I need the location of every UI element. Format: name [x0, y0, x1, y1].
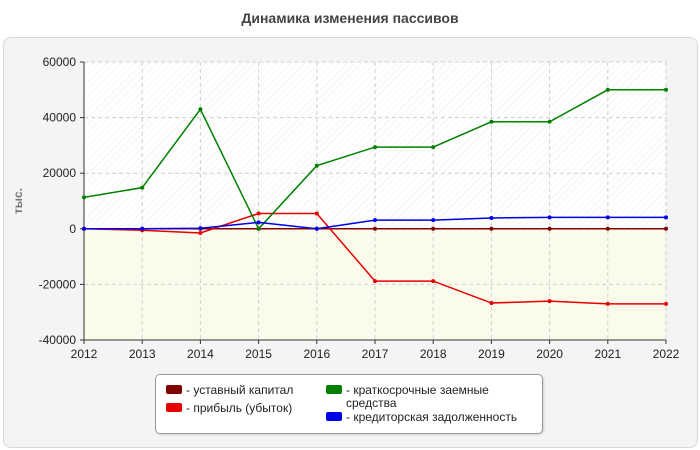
- y-tick-label: 40000: [43, 111, 77, 125]
- x-tick-label: 2016: [303, 347, 330, 361]
- x-tick-label: 2017: [362, 347, 389, 361]
- data-point-series-2: [198, 230, 203, 235]
- y-tick-label: 20000: [43, 166, 77, 180]
- x-tick-label: 2013: [129, 347, 156, 361]
- data-point-series-3: [314, 163, 319, 168]
- data-point-series-4: [140, 226, 145, 231]
- legend-swatch-series-2: [166, 403, 182, 412]
- legend-swatch-series-1: [166, 385, 182, 394]
- x-tick-label: 2022: [653, 347, 680, 361]
- y-tick-label: 60000: [43, 55, 77, 69]
- chart-legend: - уставный капитал - прибыль (убыток) - …: [155, 374, 543, 434]
- data-point-series-3: [373, 145, 377, 150]
- legend-swatch-series-4: [326, 412, 342, 421]
- data-point-series-3: [140, 185, 145, 190]
- data-point-series-4: [198, 226, 203, 231]
- data-point-series-1: [431, 226, 436, 231]
- legend-swatch-series-3: [326, 385, 342, 394]
- y-tick-label: -20000: [39, 277, 77, 291]
- x-tick-label: 2012: [71, 347, 98, 361]
- data-point-series-3: [664, 87, 668, 92]
- x-tick-label: 2019: [478, 347, 505, 361]
- x-tick-label: 2020: [536, 347, 563, 361]
- data-point-series-3: [547, 119, 552, 124]
- data-point-series-2: [256, 211, 261, 216]
- y-tick-label: 0: [69, 222, 76, 236]
- data-point-series-3: [489, 119, 494, 124]
- y-tick-label: -40000: [39, 333, 77, 347]
- data-point-series-4: [605, 215, 610, 220]
- legend-label-series-1: - уставный капитал: [186, 383, 294, 397]
- data-point-series-2: [489, 301, 494, 306]
- data-point-series-1: [547, 226, 552, 231]
- data-point-series-3: [605, 87, 610, 92]
- data-point-series-2: [373, 279, 377, 284]
- x-tick-label: 2014: [187, 347, 214, 361]
- data-point-series-3: [256, 226, 261, 231]
- data-point-series-4: [82, 226, 86, 231]
- data-point-series-4: [664, 215, 668, 220]
- legend-label-series-4: - кредиторская задолженность: [346, 410, 518, 424]
- data-point-series-4: [373, 218, 377, 223]
- legend-label-series-2: - прибыль (убыток): [186, 401, 293, 415]
- data-point-series-4: [547, 215, 552, 220]
- data-point-series-2: [605, 301, 610, 306]
- data-point-series-1: [489, 226, 494, 231]
- data-point-series-3: [82, 195, 86, 200]
- data-point-series-1: [664, 226, 668, 231]
- data-point-series-4: [256, 220, 261, 225]
- data-point-series-2: [547, 299, 552, 304]
- data-point-series-4: [489, 215, 494, 220]
- data-point-series-3: [198, 107, 203, 112]
- data-point-series-1: [373, 226, 377, 231]
- chart-title: Динамика изменения пассивов: [241, 10, 459, 26]
- x-tick-label: 2021: [594, 347, 621, 361]
- legend-label-series-3: - краткосрочные заемные средства: [346, 383, 489, 410]
- y-axis-label: тыс.: [11, 188, 25, 214]
- x-tick-label: 2018: [420, 347, 447, 361]
- x-tick-label: 2015: [245, 347, 272, 361]
- data-point-series-1: [605, 226, 610, 231]
- data-point-series-4: [431, 218, 436, 223]
- data-point-series-2: [314, 211, 319, 216]
- data-point-series-3: [431, 145, 436, 150]
- data-point-series-4: [314, 226, 319, 231]
- data-point-series-2: [664, 301, 668, 306]
- data-point-series-2: [431, 279, 436, 284]
